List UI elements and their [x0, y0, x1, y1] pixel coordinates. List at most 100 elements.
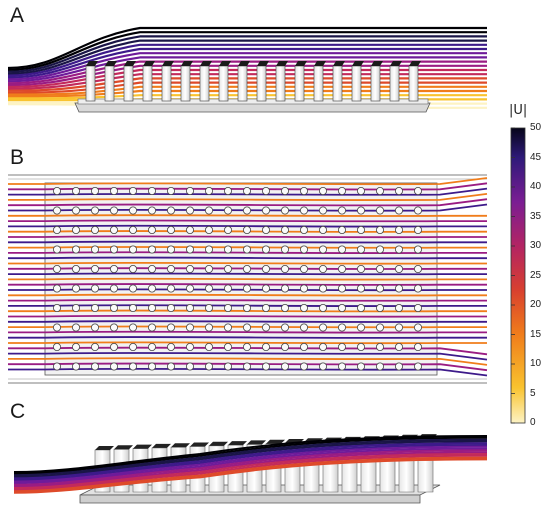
pin [72, 225, 81, 234]
pin [166, 284, 175, 293]
pin [204, 245, 213, 254]
pin [394, 323, 403, 332]
fin [256, 65, 267, 102]
pin [318, 303, 327, 312]
pin [204, 362, 213, 371]
pin [413, 264, 422, 273]
pin [91, 245, 100, 254]
pin [299, 284, 308, 293]
fin [389, 65, 400, 102]
pin [128, 206, 137, 215]
pin [280, 206, 289, 215]
streamline [8, 272, 487, 276]
fin [218, 65, 229, 102]
pin [185, 342, 194, 351]
fin-top [266, 439, 285, 444]
pin [72, 264, 81, 273]
pin [185, 264, 194, 273]
streamline [8, 177, 488, 186]
streamline [8, 320, 487, 323]
pin [242, 206, 251, 215]
pin [413, 303, 422, 312]
colorbar-title: |U| [509, 103, 528, 118]
pin [91, 284, 100, 293]
pin [223, 284, 232, 293]
colorbar [510, 127, 526, 424]
streamline [8, 277, 487, 281]
fin [332, 65, 343, 102]
pin [53, 342, 62, 351]
pin [280, 342, 289, 351]
pin [280, 264, 289, 273]
streamline [7, 31, 487, 71]
pin [299, 245, 308, 254]
streamline [13, 451, 488, 488]
pin [375, 303, 384, 312]
pin [375, 225, 384, 234]
pin [299, 264, 308, 273]
pin [72, 186, 81, 195]
pin [318, 323, 327, 332]
fin-top [143, 61, 155, 66]
pin [72, 206, 81, 215]
streamline [8, 240, 487, 244]
pin [261, 323, 270, 332]
pin [261, 245, 270, 254]
pin [242, 284, 251, 293]
fin-top [209, 441, 228, 446]
pin [147, 245, 156, 254]
streamline [8, 314, 487, 318]
fin-top [295, 61, 307, 66]
streamline [7, 26, 487, 70]
pin [356, 264, 365, 273]
pin [128, 225, 137, 234]
pin [204, 284, 213, 293]
pin [185, 225, 194, 234]
pin [147, 362, 156, 371]
pin [53, 206, 62, 215]
pin [147, 284, 156, 293]
pin [318, 342, 327, 351]
panel-a-base-plate [74, 102, 431, 113]
pin [53, 323, 62, 332]
pin [91, 362, 100, 371]
fin [161, 65, 172, 102]
panel-a-fins [85, 61, 421, 102]
streamline [13, 456, 488, 493]
fin-top [333, 61, 345, 66]
pin [280, 303, 289, 312]
pin [204, 206, 213, 215]
pin [128, 342, 137, 351]
pin [356, 245, 365, 254]
streamline [7, 39, 487, 75]
pin [72, 284, 81, 293]
streamline [13, 449, 488, 486]
pin [223, 245, 232, 254]
pin [299, 186, 308, 195]
pin [318, 245, 327, 254]
pin [72, 323, 81, 332]
panel-c-base-front [79, 494, 421, 504]
streamline [8, 193, 488, 202]
pin [242, 186, 251, 195]
streamline [13, 442, 488, 480]
fin [85, 65, 96, 102]
panel-a-side-view [7, 26, 487, 113]
pin [166, 342, 175, 351]
pin [318, 264, 327, 273]
pin [128, 362, 137, 371]
streamline [8, 298, 487, 302]
pin [110, 245, 119, 254]
pin [53, 264, 62, 273]
pin [337, 225, 346, 234]
pin [280, 245, 289, 254]
pin [394, 264, 403, 273]
pin [128, 303, 137, 312]
pin [280, 323, 289, 332]
pin [223, 225, 232, 234]
panel-label-b: B [10, 146, 25, 169]
streamline [8, 198, 488, 207]
pin [147, 323, 156, 332]
pin [356, 323, 365, 332]
